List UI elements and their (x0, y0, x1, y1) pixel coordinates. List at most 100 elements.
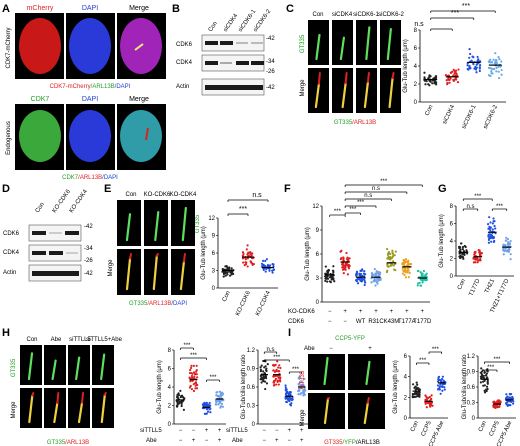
panel-a: A mCherry DAPI Merge CDK7-mCherry CDK7-m… (2, 3, 166, 181)
chart-E-point (222, 275, 225, 278)
chart-C-point (428, 75, 432, 78)
chart-G-point (478, 251, 481, 254)
chart-C-point (448, 81, 451, 84)
chart-F-condition-mark: R31C (368, 319, 384, 325)
chart-F-point (348, 257, 351, 260)
c-micrographs (308, 20, 401, 113)
chart-F-point (344, 265, 347, 268)
chart-G-point (505, 236, 508, 239)
chart-H2-point (279, 376, 282, 379)
chart-E-point (249, 260, 253, 263)
chart-E-ytick-label: 12 (208, 216, 215, 222)
chart-I2-ytick-label: 1.2 (467, 354, 476, 360)
chart-I1-point (428, 395, 431, 399)
chart-C-point (497, 76, 501, 80)
chart-C-point (495, 66, 498, 69)
cilium-merge (134, 43, 144, 51)
chart-F-point (363, 283, 366, 287)
chart-G-point (487, 227, 490, 230)
c-arl13b-r1-c0 (317, 72, 321, 85)
chart-E-point (224, 274, 227, 277)
chart-C-point (447, 78, 450, 81)
chart-I1-point (416, 383, 419, 386)
chart-C-point (490, 72, 493, 75)
chart-H1-point (176, 396, 179, 399)
chart-F-ytick-label: 0 (316, 300, 320, 306)
chart-I1-point (417, 393, 420, 396)
chart-G-point (508, 242, 512, 246)
chart-C-point (452, 79, 455, 83)
chart-I2-point (492, 404, 495, 408)
chart-F-point (354, 273, 358, 276)
chart-C-point (498, 58, 501, 61)
chart-H1-condition-mark: + (218, 428, 222, 434)
chart-H1-condition-mark: − (179, 438, 183, 444)
chart-E-point (241, 254, 245, 257)
h-row-gt335: GT335 (11, 358, 17, 377)
chart-I1-xtick-label: Con (410, 420, 420, 433)
chart-H2-point (277, 370, 280, 373)
i-arl13b-r1-c1 (366, 397, 370, 404)
e-sig-1: *** (239, 206, 247, 213)
h-col-con: Con (26, 337, 37, 343)
h-micrographs (20, 345, 114, 428)
i-cilium-r0-c1 (365, 360, 371, 386)
e-micrographs (117, 200, 195, 295)
chart-F-point (331, 277, 334, 280)
band-cdk6-con (205, 41, 218, 45)
chart-H2-point (265, 367, 268, 370)
band-cdk6-sicdk6-1 (236, 42, 248, 44)
i-abe-minus: − (329, 346, 333, 352)
chart-I2-point (505, 397, 508, 400)
chart-I1-point (417, 387, 420, 390)
d-band-cdk4-con (32, 251, 46, 255)
c-cilium-r1-c3 (388, 76, 394, 109)
chart-H1-condition-mark: − (205, 438, 209, 444)
d-row-actin: Actin (3, 270, 16, 276)
chart-F-point (364, 281, 367, 284)
c-col-con: Con (312, 12, 323, 18)
chart-H2-ytick-label: 0.9 (247, 367, 256, 373)
i2-sig-label: *** (487, 365, 495, 371)
chart-F-point (361, 278, 364, 281)
chart-I1-point (438, 385, 441, 388)
d-band-actin (32, 271, 79, 276)
h-col-sittll5: siTTLL5 (69, 337, 91, 343)
chart-F-point (419, 271, 422, 274)
chart-H2-condition-mark: − (287, 438, 291, 444)
chart-F-ytick-label: 6 (316, 252, 320, 258)
i-row-gt335: GT335 (300, 370, 306, 389)
chart-H2-point (276, 379, 279, 382)
chart-H1-point (203, 404, 206, 407)
chart-H1-point (220, 402, 224, 406)
chart-G-point (487, 241, 490, 244)
d-lane-ko-cdk4: KO-CDK4 (69, 188, 90, 214)
chart-E-point (268, 269, 271, 272)
i-cilium-r1-c1 (363, 401, 369, 425)
h2-sig-label: n.s (266, 347, 274, 353)
h2-sig-label: *** (292, 367, 300, 373)
chart-C-point (434, 81, 438, 84)
chart-I1-point (440, 377, 444, 381)
chart-C-point (471, 55, 474, 58)
chart-C-point (454, 70, 457, 73)
chart-C-point (466, 64, 469, 67)
e-cilium-r0-c1 (154, 211, 160, 242)
chart-F-point (371, 272, 374, 276)
chart-C-point (478, 66, 481, 69)
chart-F-point (356, 282, 360, 285)
chart-F-point (422, 269, 426, 273)
g-sig-label: *** (496, 204, 504, 210)
chart-F-point (379, 271, 382, 275)
chart-H1-point (192, 364, 195, 367)
chart-C-point (434, 77, 437, 80)
panel-b-letter: B (172, 3, 180, 15)
chart-F-point (387, 253, 390, 256)
panel-e-letter: E (104, 183, 111, 195)
chart-F-point (403, 261, 407, 264)
chart-H1-point (182, 408, 185, 411)
chart-I1-point (424, 399, 428, 402)
band-cdk4-con (205, 61, 218, 65)
chart-H2-point (287, 392, 290, 395)
panel-g-letter: G (438, 183, 447, 195)
